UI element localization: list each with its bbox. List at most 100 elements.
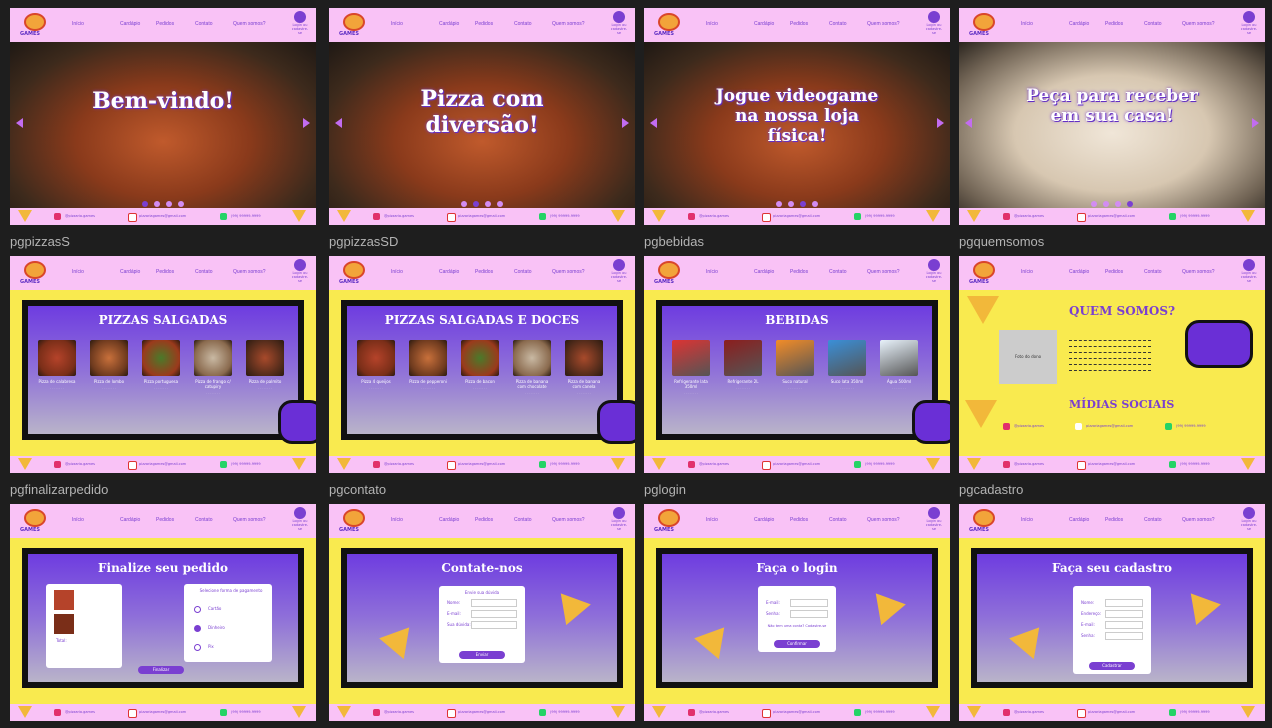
social-text[interactable]: @pizzaria.games [1014, 424, 1044, 428]
product-card[interactable]: Água 500ml · · · · · · · · [880, 340, 918, 390]
whatsapp-icon[interactable] [854, 461, 861, 468]
payment-radio[interactable] [194, 644, 201, 651]
carousel-dot[interactable] [1091, 201, 1097, 207]
carousel-next-icon[interactable] [937, 118, 944, 128]
nav-link[interactable]: Quem somos? [867, 517, 900, 523]
nav-link[interactable]: Início [1021, 269, 1033, 275]
footer-text[interactable]: @pizzaria.games [699, 710, 729, 714]
footer-text[interactable]: (99) 99999-9999 [1180, 710, 1210, 714]
login-user-button[interactable]: Login ou cadastre-se [1239, 507, 1259, 537]
nav-link[interactable]: Cardápio [754, 269, 775, 275]
login-user-button[interactable]: Login ou cadastre-se [924, 11, 944, 41]
carousel-prev-icon[interactable] [335, 118, 342, 128]
carousel-dot[interactable] [497, 201, 503, 207]
pizza-logo-icon[interactable]: GAMES [652, 507, 684, 537]
footer-text[interactable]: pizzariagames@gmail.com [458, 214, 506, 218]
carousel-dot[interactable] [776, 201, 782, 207]
finalize-button[interactable]: Finalizar [138, 666, 184, 674]
footer-text[interactable]: @pizzaria.games [699, 462, 729, 466]
nav-link[interactable]: Quem somos? [233, 517, 266, 523]
nav-link[interactable]: Pedidos [790, 269, 809, 275]
payment-radio[interactable] [194, 606, 201, 613]
nav-link[interactable]: Contato [514, 269, 532, 275]
product-card[interactable]: Pizza de calabresa · · · · · · · · [38, 340, 76, 390]
whatsapp-icon[interactable] [220, 461, 227, 468]
nav-link[interactable]: Pedidos [1105, 21, 1124, 27]
footer-text[interactable]: (99) 99999-9999 [231, 710, 261, 714]
footer-text[interactable]: pizzariagames@gmail.com [1088, 462, 1136, 466]
pizza-logo-icon[interactable]: GAMES [18, 259, 50, 289]
gmail-icon[interactable] [1077, 709, 1086, 718]
whatsapp-icon[interactable] [1169, 213, 1176, 220]
login-user-button[interactable]: Login ou cadastre-se [609, 507, 629, 537]
payment-radio[interactable] [194, 625, 201, 632]
instagram-icon[interactable] [373, 213, 380, 220]
carousel-next-icon[interactable] [1252, 118, 1259, 128]
nav-link[interactable]: Quem somos? [552, 517, 585, 523]
nav-link[interactable]: Quem somos? [867, 21, 900, 27]
instagram-icon[interactable] [1003, 461, 1010, 468]
footer-text[interactable]: @pizzaria.games [699, 214, 729, 218]
footer-text[interactable]: pizzariagames@gmail.com [1088, 214, 1136, 218]
product-card[interactable]: Pizza portuguesa · · · · · · · · [142, 340, 180, 390]
gmail-icon[interactable] [128, 461, 137, 470]
product-card[interactable]: Pizza de frango c/ catupiry · · · · · · ·… [194, 340, 232, 395]
login-user-button[interactable]: Login ou cadastre-se [609, 11, 629, 41]
product-card[interactable]: Pizza de bacon · · · · · · · · [461, 340, 499, 390]
pizza-logo-icon[interactable]: GAMES [967, 259, 999, 289]
nav-link[interactable]: Pedidos [1105, 269, 1124, 275]
nav-link[interactable]: Contato [195, 517, 213, 523]
nav-link[interactable]: Cardápio [120, 517, 141, 523]
footer-text[interactable]: (99) 99999-9999 [550, 710, 580, 714]
whatsapp-icon[interactable] [854, 709, 861, 716]
product-card[interactable]: Pizza de banana com canela · · · · · · · … [565, 340, 603, 395]
nav-link[interactable]: Pedidos [156, 517, 175, 523]
nav-link[interactable]: Contato [514, 21, 532, 27]
nav-link[interactable]: Pedidos [475, 517, 494, 523]
nav-link[interactable]: Início [706, 21, 718, 27]
nav-link[interactable]: Contato [195, 21, 213, 27]
gmail-icon[interactable] [1077, 213, 1086, 222]
text-input[interactable] [471, 599, 517, 607]
nav-link[interactable]: Cardápio [1069, 517, 1090, 523]
nav-link[interactable]: Início [72, 21, 84, 27]
nav-link[interactable]: Quem somos? [552, 21, 585, 27]
nav-link[interactable]: Quem somos? [1182, 517, 1215, 523]
product-card[interactable]: Suco lata 350ml · · · · · · · · [828, 340, 866, 390]
pizza-logo-icon[interactable]: GAMES [337, 507, 369, 537]
payment-option[interactable]: Pix [208, 644, 214, 649]
nav-link[interactable]: Cardápio [439, 269, 460, 275]
nav-link[interactable]: Pedidos [475, 21, 494, 27]
pizza-logo-icon[interactable]: GAMES [652, 11, 684, 41]
whatsapp-icon[interactable] [539, 709, 546, 716]
submit-button[interactable]: Cadastrar [1089, 662, 1135, 670]
carousel-prev-icon[interactable] [650, 118, 657, 128]
instagram-icon[interactable] [688, 213, 695, 220]
carousel-dot[interactable] [812, 201, 818, 207]
pizza-logo-icon[interactable]: GAMES [337, 259, 369, 289]
nav-link[interactable]: Quem somos? [1182, 21, 1215, 27]
carousel-dot[interactable] [1103, 201, 1109, 207]
nav-link[interactable]: Pedidos [1105, 517, 1124, 523]
footer-text[interactable]: (99) 99999-9999 [231, 462, 261, 466]
nav-link[interactable]: Início [706, 269, 718, 275]
nav-link[interactable]: Contato [1144, 21, 1162, 27]
carousel-dot[interactable] [154, 201, 160, 207]
product-card[interactable]: Pizza 4 queijos · · · · · · · · [357, 340, 395, 390]
footer-text[interactable]: pizzariagames@gmail.com [458, 462, 506, 466]
footer-text[interactable]: @pizzaria.games [1014, 462, 1044, 466]
nav-link[interactable]: Cardápio [1069, 21, 1090, 27]
footer-text[interactable]: @pizzaria.games [65, 710, 95, 714]
carousel-dot[interactable] [473, 201, 479, 207]
carousel-prev-icon[interactable] [16, 118, 23, 128]
footer-text[interactable]: (99) 99999-9999 [550, 214, 580, 218]
footer-text[interactable]: @pizzaria.games [1014, 710, 1044, 714]
instagram-icon[interactable] [688, 461, 695, 468]
footer-text[interactable]: @pizzaria.games [384, 710, 414, 714]
nav-link[interactable]: Contato [829, 269, 847, 275]
product-card[interactable]: Pizza de palmito · · · · · · · · [246, 340, 284, 390]
whatsapp-icon[interactable] [539, 461, 546, 468]
instagram-icon[interactable] [54, 709, 61, 716]
gmail-icon[interactable] [447, 709, 456, 718]
nav-link[interactable]: Contato [195, 269, 213, 275]
